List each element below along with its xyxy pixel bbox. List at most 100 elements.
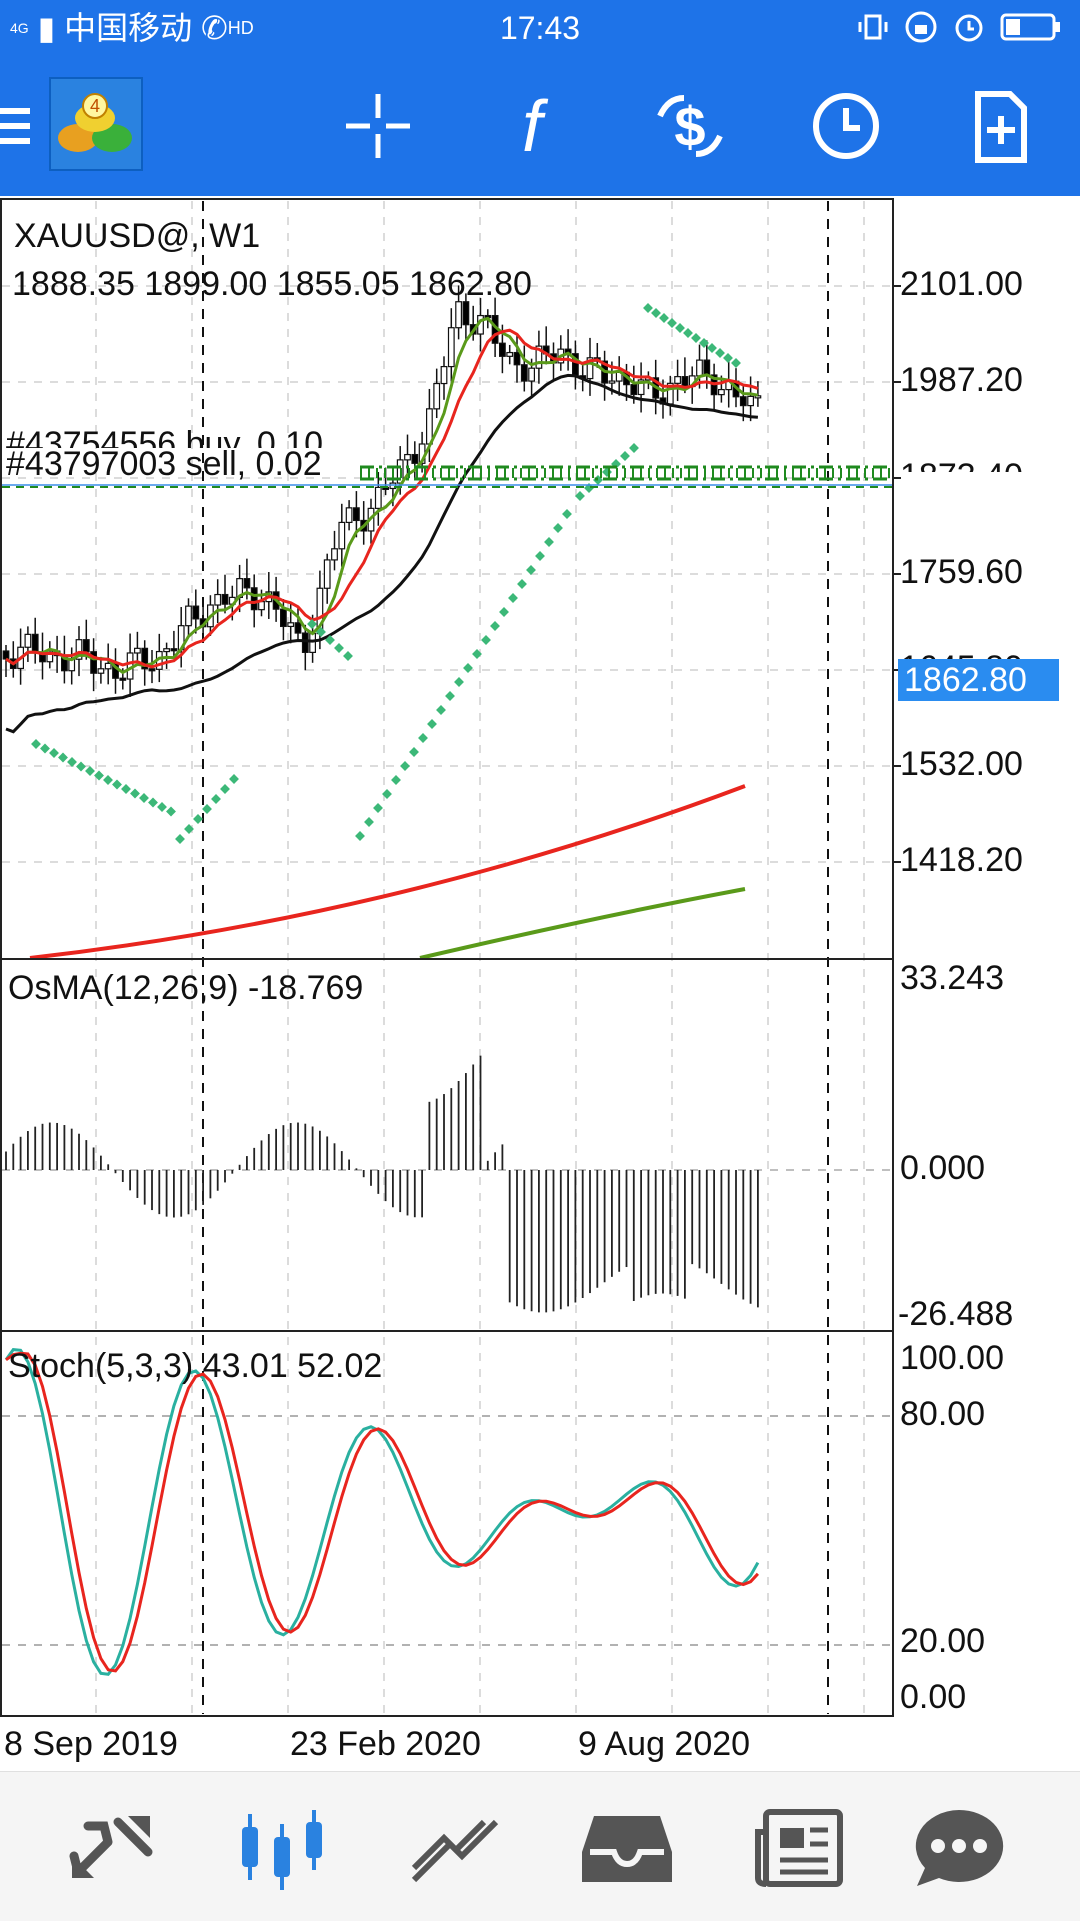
vibrate-icon bbox=[858, 14, 888, 40]
sar-dot bbox=[707, 343, 717, 353]
sar-dot bbox=[202, 804, 212, 814]
stoch-tick-0: 100.00 bbox=[900, 1339, 1004, 1377]
ma-red-long bbox=[29, 784, 746, 960]
sar-dot bbox=[40, 743, 50, 754]
candle-body bbox=[309, 632, 316, 653]
candle-body bbox=[323, 559, 331, 589]
carrier-info: 4G ▮ 中国移动 ✆HD bbox=[10, 8, 254, 48]
candle-body bbox=[243, 578, 251, 589]
candle-body bbox=[535, 345, 543, 369]
chart-area[interactable]: XAUUSD@, W1 1888.35 1899.00 1855.05 1862… bbox=[0, 196, 1080, 1771]
sar-dot bbox=[508, 593, 518, 603]
sar-dot bbox=[373, 803, 383, 813]
candle-body bbox=[440, 365, 448, 385]
news-icon[interactable] bbox=[746, 1802, 856, 1892]
candle-body bbox=[455, 301, 462, 329]
candle-body bbox=[338, 521, 346, 550]
sar-dot bbox=[175, 834, 185, 844]
stoch-panel-frame bbox=[0, 1330, 894, 1717]
candle-body bbox=[353, 507, 360, 522]
candle-body bbox=[192, 605, 200, 620]
objects-icon[interactable]: $ bbox=[640, 76, 740, 176]
candle-body bbox=[696, 359, 703, 377]
ma-green-long bbox=[419, 887, 746, 960]
chat-icon[interactable] bbox=[904, 1802, 1014, 1892]
date-label-2: 9 Aug 2020 bbox=[578, 1725, 751, 1763]
order-label[interactable]: #43797003 sell, 0.02 bbox=[6, 445, 322, 483]
candle-body bbox=[630, 384, 638, 396]
sar-dot bbox=[94, 770, 104, 781]
sar-dot bbox=[334, 643, 344, 653]
candle-body bbox=[389, 482, 397, 490]
sar-dot bbox=[699, 338, 709, 348]
sar-dot bbox=[667, 318, 677, 328]
sar-dot bbox=[659, 313, 669, 323]
date-label-0: 8 Sep 2019 bbox=[4, 1725, 178, 1763]
history-icon[interactable] bbox=[572, 1802, 682, 1892]
candle-body bbox=[2, 650, 10, 660]
candle-body bbox=[258, 601, 265, 611]
price-chart[interactable] bbox=[0, 196, 1080, 1771]
stoch-signal-line bbox=[5, 1351, 760, 1673]
sar-dot bbox=[325, 635, 335, 645]
candle-body bbox=[499, 342, 506, 357]
crosshair-icon[interactable] bbox=[328, 76, 428, 176]
trade-icon[interactable] bbox=[400, 1802, 510, 1892]
sar-dot bbox=[691, 333, 701, 343]
indicators-icon[interactable]: f bbox=[482, 76, 582, 176]
osma-panel-frame bbox=[0, 958, 894, 1332]
sar-dot bbox=[643, 303, 653, 313]
candle-body bbox=[280, 608, 287, 628]
candle-body bbox=[214, 593, 222, 606]
sar-dot bbox=[715, 348, 725, 358]
hd-badge: HD bbox=[227, 18, 254, 38]
candle-body bbox=[433, 382, 441, 410]
candle-body bbox=[717, 388, 725, 396]
candle-body bbox=[294, 622, 302, 634]
network-indicator: 4G bbox=[10, 20, 29, 36]
candle-body bbox=[506, 351, 514, 357]
candle-body bbox=[97, 668, 105, 674]
candle-body bbox=[287, 622, 295, 628]
price-tick-2: 1873.40 bbox=[900, 458, 1023, 472]
sar-dot bbox=[463, 663, 473, 673]
sar-dot bbox=[103, 775, 113, 785]
sar-dot bbox=[723, 353, 733, 363]
sar-dot bbox=[157, 802, 167, 812]
osma-tick-1: 0.000 bbox=[900, 1149, 986, 1187]
candle-body bbox=[674, 376, 681, 384]
candle-body bbox=[637, 379, 645, 396]
lock-rotation-icon bbox=[905, 11, 937, 43]
sar-dot bbox=[499, 607, 509, 617]
svg-text:f: f bbox=[522, 87, 549, 167]
osma-tick-0: 33.243 bbox=[900, 959, 1004, 997]
sar-dot bbox=[166, 806, 176, 817]
clock: 17:43 bbox=[499, 10, 581, 46]
osma-tick-2: -26.488 bbox=[898, 1295, 1014, 1333]
menu-icon[interactable] bbox=[0, 76, 40, 176]
new-order-icon[interactable] bbox=[950, 76, 1050, 176]
candle-body bbox=[513, 351, 521, 366]
candle-body bbox=[221, 593, 229, 605]
sar-dot bbox=[121, 784, 131, 794]
candle-body bbox=[185, 605, 192, 627]
alarm-icon bbox=[955, 14, 983, 42]
candle-body bbox=[170, 648, 178, 652]
sar-dot bbox=[575, 491, 585, 501]
timeframe-icon[interactable] bbox=[796, 76, 896, 176]
sar-dot bbox=[544, 537, 554, 547]
quotes-icon[interactable] bbox=[58, 1802, 168, 1892]
sar-dot bbox=[490, 621, 500, 631]
sar-dot bbox=[400, 761, 410, 771]
carrier-name: 中国移动 bbox=[64, 10, 193, 46]
mt4-logo[interactable]: 4 bbox=[48, 76, 148, 176]
sar-dot bbox=[436, 705, 446, 715]
stoch-main-line bbox=[4, 1348, 760, 1676]
sar-dot bbox=[193, 814, 203, 824]
svg-text:4: 4 bbox=[90, 96, 100, 116]
main-panel-frame bbox=[0, 198, 894, 960]
chart-icon[interactable] bbox=[228, 1802, 338, 1892]
sar-dot bbox=[629, 443, 639, 453]
candle-body bbox=[462, 301, 470, 326]
sar-dot bbox=[148, 797, 158, 808]
